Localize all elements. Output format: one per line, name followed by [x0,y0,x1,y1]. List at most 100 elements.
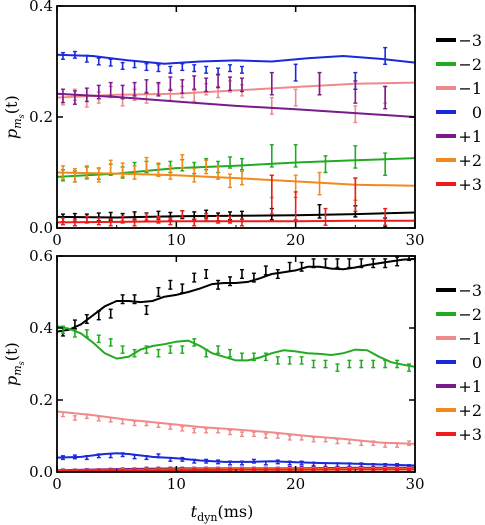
fit-line [57,219,415,224]
data-point [269,174,274,215]
data-point [359,440,364,447]
data-point [60,165,65,180]
data-point [204,212,209,221]
data-point [132,60,137,69]
fit-line [57,325,415,368]
data-point [144,345,149,354]
data-point [96,84,101,100]
data-point [168,165,173,180]
data-point [204,348,209,358]
data-point [120,345,125,354]
data-point [84,215,89,224]
data-point [228,215,233,224]
data-point [72,454,77,460]
data-point [84,87,89,103]
data-point [228,156,233,169]
data-point [275,356,280,365]
data-point [275,268,280,280]
data-point [192,272,197,283]
data-point [156,81,161,97]
data-point [84,329,89,338]
data-point [192,458,197,464]
data-point [120,294,125,305]
data-point [383,85,388,110]
data-point [239,460,244,466]
y-tick-label: 0.0 [29,219,53,237]
data-point [323,467,328,472]
data-point [335,467,340,472]
data-point [144,420,149,427]
data-point [323,258,328,269]
data-point [293,63,298,82]
data-point [299,467,304,472]
data-point [311,436,316,443]
data-point [228,76,233,92]
data-point [353,80,358,104]
data-point [275,459,280,465]
data-point [144,304,149,316]
data-point [132,218,137,227]
data-point [347,467,352,472]
data-point [323,207,328,226]
data-point [359,467,364,472]
data-point [216,215,221,224]
plot-area [57,46,415,228]
data-point [132,348,137,358]
data-point [144,79,149,94]
data-point [347,258,352,269]
data-point [96,453,101,459]
data-point [228,64,233,73]
data-point [84,54,89,63]
data-point [60,455,65,461]
data-point [383,46,388,65]
data-point [287,434,292,441]
data-point [216,279,221,290]
data-point [132,294,137,305]
data-point [371,467,376,472]
fit-line [57,53,415,65]
data-point [168,217,173,226]
data-point [108,338,113,347]
data-point [407,440,412,447]
fit-line [57,92,415,118]
data-point [180,456,185,462]
data-point [269,96,274,115]
data-point [347,359,352,369]
legend: −3 −2 −1 0 +1 +2 +3 [436,31,482,194]
data-point [239,77,244,93]
data-point [204,468,209,472]
data-point [144,212,149,221]
data-point [132,420,137,427]
fit-line [57,410,415,445]
y-axis-label: pms(t) [2,95,26,139]
data-point [239,218,244,227]
data-point [299,356,304,365]
data-point [251,272,256,283]
legend-label: +2 [458,151,482,170]
data-point [275,433,280,439]
chart-panel-bottom: 0 10 20 30 0.0 0.2 0.4 0.6 pms(t) tdyn(ms) −3 −2 −1 0… [2,247,482,524]
data-point [108,453,113,459]
data-point [84,413,89,420]
data-point [72,319,77,330]
data-point [353,105,358,124]
data-point [96,167,101,183]
data-point [275,468,280,472]
data-point [216,459,221,465]
data-point [251,431,256,438]
data-point [216,427,221,434]
data-point [263,460,268,466]
legend-label: +1 [458,127,482,146]
data-point [72,167,77,183]
data-point [72,218,77,227]
data-point [192,218,197,227]
data-point [192,468,197,472]
data-point [156,215,161,224]
data-point [204,427,209,434]
series-0 [57,256,415,337]
data-point [395,467,400,472]
data-point [72,50,77,59]
data-point [120,84,125,100]
data-point [156,453,161,459]
